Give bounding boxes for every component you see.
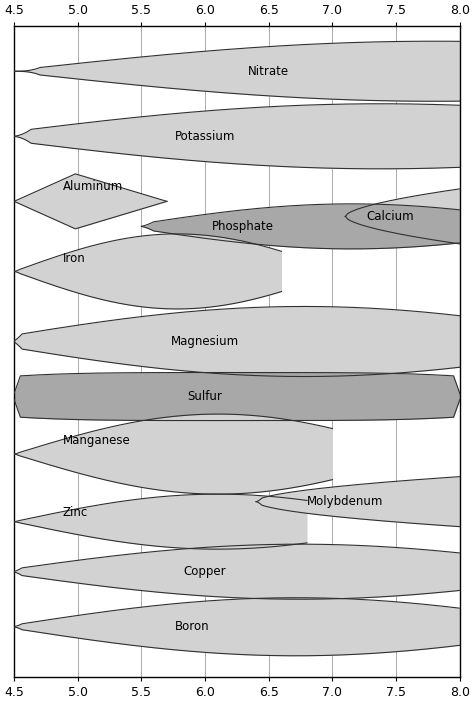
- Text: Nitrate: Nitrate: [248, 65, 289, 78]
- Text: Copper: Copper: [184, 565, 227, 578]
- Text: Phosphate: Phosphate: [212, 220, 274, 233]
- Text: Iron: Iron: [63, 252, 85, 266]
- Text: Molybdenum: Molybdenum: [307, 495, 383, 508]
- Text: Magnesium: Magnesium: [171, 335, 239, 348]
- Text: Sulfur: Sulfur: [188, 390, 223, 403]
- Text: Calcium: Calcium: [366, 210, 414, 223]
- Text: Boron: Boron: [175, 620, 210, 633]
- Text: Manganese: Manganese: [63, 434, 130, 447]
- Text: Zinc: Zinc: [63, 506, 88, 519]
- Text: Aluminum: Aluminum: [63, 180, 123, 193]
- Text: Potassium: Potassium: [175, 130, 235, 143]
